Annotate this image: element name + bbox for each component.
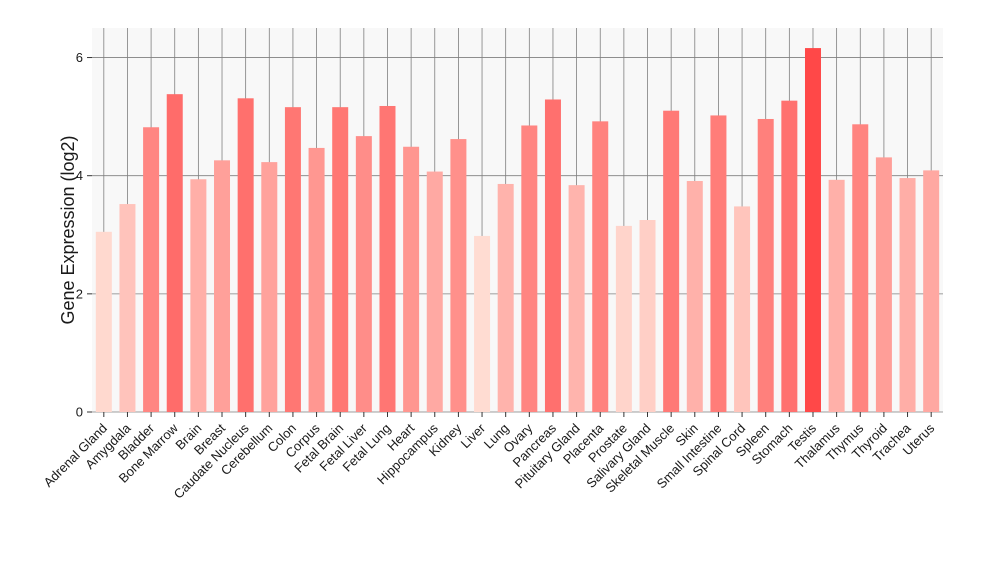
bar-corpus — [308, 147, 325, 412]
bar-ovary — [521, 125, 538, 412]
bar-amygdala — [119, 204, 136, 412]
bar-caudate-nucleus — [237, 98, 254, 412]
plot-area — [92, 28, 943, 412]
bar-thyroid — [875, 157, 892, 412]
bar-kidney — [450, 139, 467, 412]
bar-thymus — [852, 124, 869, 413]
bar-brain — [190, 179, 207, 412]
y-tick-label: 4 — [76, 168, 83, 183]
bar-skin — [686, 181, 703, 412]
bar-salivary-gland — [639, 220, 656, 412]
y-axis-label: Gene Expression (log2) — [58, 135, 78, 324]
bar-breast — [214, 160, 231, 412]
bar-bone-marrow — [166, 94, 183, 413]
bar-liver — [474, 235, 491, 412]
bar-stomach — [781, 100, 798, 412]
bar-adrenal-gland — [95, 231, 112, 412]
bar-testis — [804, 48, 821, 413]
bar-uterus — [923, 170, 940, 412]
bar-small-intestine — [710, 115, 727, 413]
bar-thalamus — [828, 179, 845, 412]
bar-placenta — [592, 121, 609, 412]
bar-skeletal-muscle — [663, 110, 680, 412]
bar-pancreas — [544, 99, 561, 412]
bar-spinal-cord — [734, 206, 751, 412]
bar-fetal-liver — [355, 136, 372, 412]
bar-cerebellum — [261, 162, 278, 412]
y-tick-label: 0 — [76, 405, 83, 420]
y-axis-ticks: 0 2 4 6 — [76, 50, 92, 420]
bars — [95, 48, 940, 413]
bar-pituitary-gland — [568, 185, 585, 412]
bar-heart — [403, 146, 420, 412]
bar-trachea — [899, 178, 916, 412]
bar-fetal-lung — [379, 105, 396, 412]
y-tick-label: 6 — [76, 50, 83, 65]
y-tick-label: 2 — [76, 286, 83, 301]
bar-lung — [497, 183, 514, 412]
bar-spleen — [757, 118, 774, 413]
bar-hippocampus — [426, 171, 443, 412]
x-tick-label: Liver — [458, 420, 489, 451]
bar-prostate — [615, 225, 632, 412]
bar-fetal-brain — [332, 107, 349, 412]
bar-colon — [284, 107, 301, 412]
bar-bladder — [143, 127, 160, 412]
